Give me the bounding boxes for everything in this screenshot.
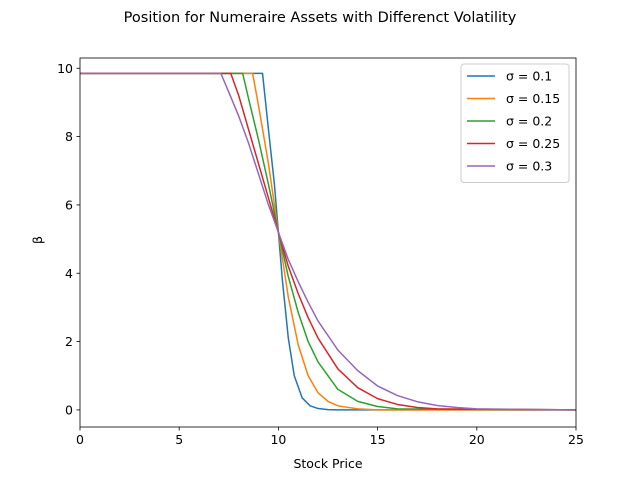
y-tick-label: 2	[65, 334, 73, 349]
x-tick-label: 25	[568, 432, 584, 447]
legend-label-2: σ = 0.15	[506, 91, 560, 106]
y-axis-label: β	[30, 236, 45, 244]
y-tick-label: 10	[57, 61, 73, 76]
series-line-1	[80, 72, 576, 411]
y-tick-label: 0	[65, 402, 73, 417]
series-line-2	[80, 72, 576, 411]
series-layer	[80, 72, 576, 411]
x-tick-label: 5	[175, 432, 183, 447]
x-tick-label: 0	[76, 432, 84, 447]
x-tick-label: 10	[270, 432, 286, 447]
x-axis-label: Stock Price	[293, 456, 362, 471]
chart-title: Position for Numeraire Assets with Diffe…	[124, 10, 517, 26]
legend-label-5: σ = 0.3	[506, 159, 552, 174]
x-tick-label: 15	[370, 432, 386, 447]
legend-label-1: σ = 0.1	[506, 69, 552, 84]
legend: σ = 0.1 σ = 0.15 σ = 0.2 σ = 0.25 σ = 0.3	[460, 63, 570, 183]
y-tick-label: 6	[65, 197, 73, 212]
axes-frame	[79, 57, 577, 428]
x-tick-label: 20	[469, 432, 485, 447]
series-line-3	[80, 72, 576, 411]
y-tick-label: 4	[65, 266, 73, 281]
y-tick-label: 8	[65, 129, 73, 144]
series-line-4	[80, 72, 576, 411]
series-line-5	[80, 72, 576, 411]
axes-layer: 0 5 10 15 20 25 0 2 4 6 8 10	[57, 57, 584, 447]
legend-box	[460, 63, 570, 183]
legend-label-4: σ = 0.25	[506, 136, 560, 151]
legend-label-3: σ = 0.2	[506, 114, 552, 129]
